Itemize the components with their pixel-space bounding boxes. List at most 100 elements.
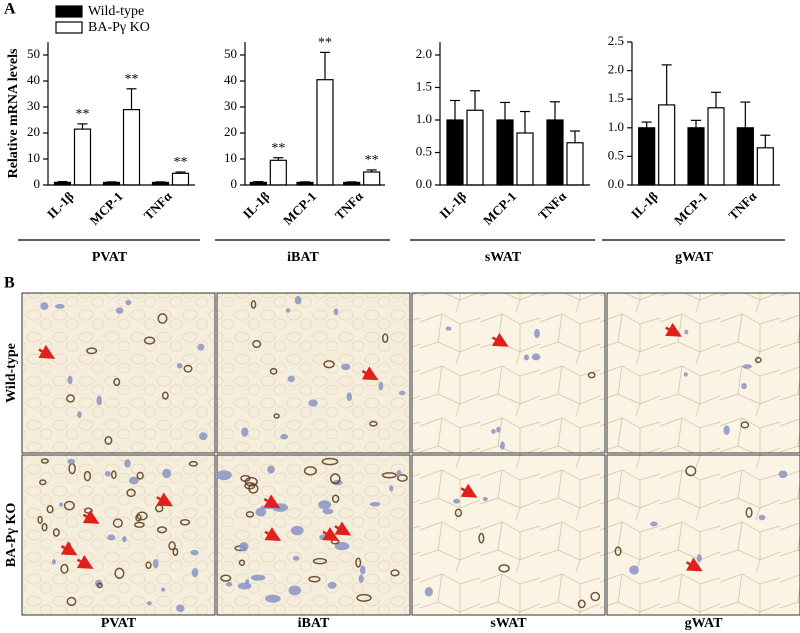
y-tick-label: 10	[224, 150, 237, 165]
cell	[740, 421, 750, 429]
bar	[707, 107, 725, 186]
micrograph-bg	[606, 454, 800, 616]
cell	[346, 392, 352, 402]
panel-label: A	[4, 1, 16, 18]
cell	[176, 604, 185, 612]
cell	[41, 522, 48, 532]
bar	[756, 147, 774, 186]
cell	[125, 299, 132, 306]
arrow	[322, 527, 340, 542]
arrow	[460, 483, 478, 498]
cell	[238, 559, 246, 566]
y-tick-label: 1.0	[416, 111, 432, 126]
cell	[124, 459, 131, 468]
arrow	[361, 366, 379, 381]
arrow	[263, 494, 281, 509]
cell	[685, 465, 697, 477]
cell	[40, 302, 49, 310]
cell	[110, 470, 117, 480]
cell	[143, 336, 156, 345]
cell	[161, 391, 169, 400]
cell	[107, 534, 116, 541]
cell	[156, 526, 168, 534]
cell	[327, 581, 337, 589]
cell	[60, 563, 69, 574]
cell	[331, 494, 340, 503]
bar	[496, 119, 514, 186]
cell	[500, 441, 505, 450]
y-tick-label: 2.0	[608, 62, 624, 77]
cell	[453, 498, 460, 504]
significance: **	[318, 36, 332, 51]
cell	[59, 502, 64, 507]
significance: **	[174, 155, 188, 170]
cell	[534, 328, 540, 339]
cell	[758, 514, 766, 521]
y-tick-label: 40	[224, 72, 237, 87]
cell	[318, 500, 332, 510]
micrograph-bg	[21, 454, 216, 616]
y-tick-label: 2.0	[416, 46, 432, 61]
micrograph	[21, 292, 216, 454]
cell	[294, 296, 302, 305]
panel-label: B	[4, 275, 15, 292]
cell	[104, 436, 113, 445]
y-tick-label: 1.5	[416, 78, 432, 93]
row-label: Wild-type	[4, 343, 19, 403]
cell	[37, 515, 43, 524]
cell	[531, 353, 541, 361]
bar	[171, 172, 190, 186]
cell	[356, 593, 372, 602]
cell	[369, 420, 378, 427]
micrograph	[411, 292, 606, 454]
cell	[322, 508, 334, 515]
cell	[129, 476, 139, 485]
cell	[629, 565, 639, 575]
micrograph-bg	[411, 292, 606, 454]
cell	[614, 546, 622, 556]
cell	[359, 565, 366, 575]
cell	[51, 559, 56, 565]
cell	[267, 465, 275, 474]
cell	[112, 518, 123, 528]
cell	[577, 599, 586, 609]
cell	[424, 587, 434, 597]
arrow	[38, 344, 56, 359]
arrow	[60, 541, 78, 556]
cell	[382, 333, 389, 344]
cell	[303, 466, 317, 476]
cell	[723, 425, 730, 436]
cell	[378, 381, 384, 391]
cell	[220, 574, 232, 582]
x-tick-label: MCP-1	[280, 189, 319, 228]
cell	[66, 394, 75, 403]
cell	[83, 470, 92, 482]
cell	[390, 569, 400, 577]
cell	[396, 470, 402, 477]
arrow	[76, 554, 94, 569]
cell	[292, 555, 300, 561]
micrograph-bg	[606, 292, 800, 454]
micrograph	[21, 454, 216, 616]
cell	[308, 575, 321, 583]
cell	[216, 470, 232, 481]
cell	[239, 541, 249, 552]
cell	[245, 579, 250, 585]
cell	[650, 521, 658, 527]
cell	[269, 367, 278, 375]
bar	[73, 128, 92, 186]
cell	[96, 395, 103, 406]
y-tick-label: 0	[34, 176, 41, 191]
cell	[741, 383, 747, 390]
cell	[86, 347, 98, 355]
column-label: sWAT	[490, 616, 527, 631]
x-tick-label: IL-1β	[44, 189, 77, 222]
cell	[587, 371, 596, 379]
cell	[287, 375, 295, 383]
cell	[245, 511, 255, 518]
cell	[66, 541, 72, 548]
micrograph	[606, 454, 800, 616]
cell	[126, 488, 136, 498]
cell	[321, 457, 339, 466]
micrograph	[411, 454, 606, 616]
